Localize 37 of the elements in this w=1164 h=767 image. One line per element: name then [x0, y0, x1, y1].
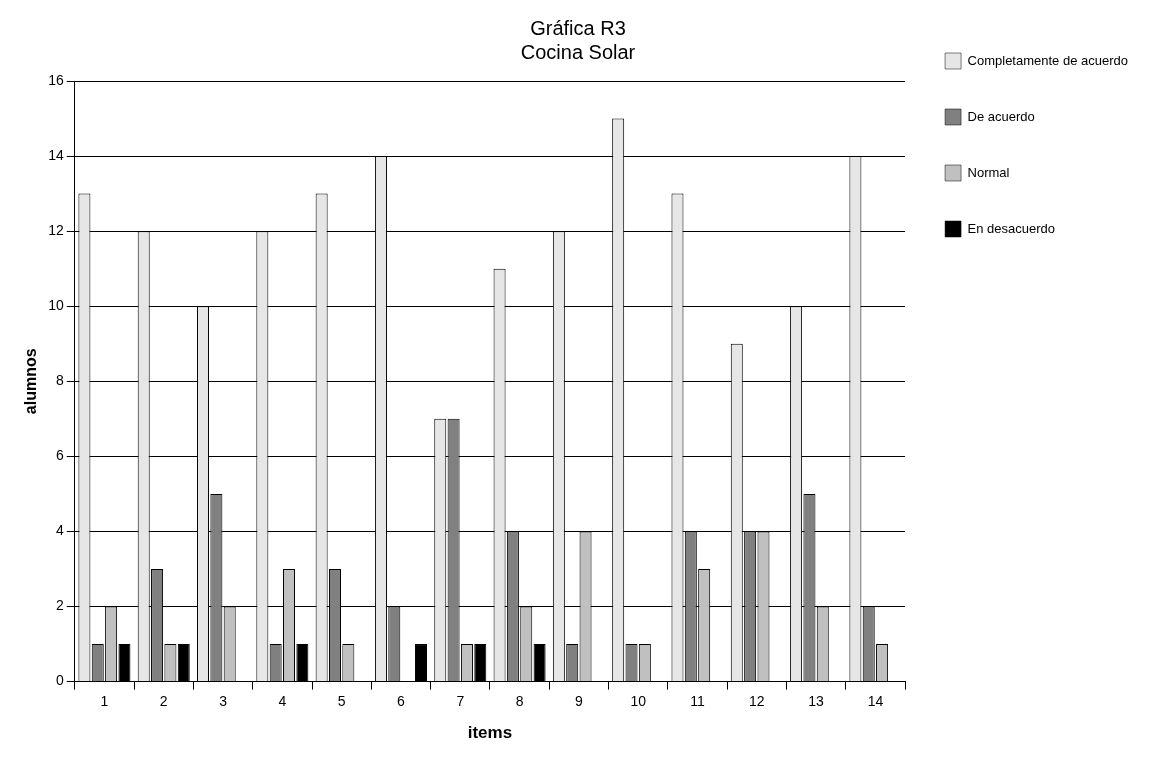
x-tick-label: 11 — [690, 693, 705, 710]
bar — [296, 644, 309, 682]
y-tick-label: 8 — [55, 372, 64, 389]
legend-label: De acuerdo — [967, 108, 1035, 124]
x-tick-label: 3 — [219, 693, 228, 710]
x-tick-label: 9 — [574, 693, 583, 710]
x-axis-title: items — [467, 723, 513, 743]
bar — [414, 644, 427, 682]
chart-title: Gráfica R3 — [530, 16, 626, 39]
bar — [533, 644, 546, 682]
y-tick-label: 12 — [48, 222, 64, 239]
chart-subtitle: Cocina Solar — [520, 40, 636, 63]
bar — [118, 644, 131, 682]
legend-label: Completamente de acuerdo — [967, 52, 1129, 68]
y-axis-title: alumnos — [22, 348, 40, 415]
y-tick-label: 14 — [48, 146, 64, 163]
x-tick-label: 2 — [159, 693, 168, 710]
x-tick-label: 13 — [808, 693, 825, 710]
bar — [474, 644, 487, 682]
legend-label: Normal — [967, 164, 1010, 180]
x-tick-label: 5 — [337, 693, 346, 710]
y-tick-label: 10 — [48, 297, 64, 314]
y-tick-label: 2 — [55, 597, 64, 614]
x-tick-label: 1 — [100, 693, 109, 710]
y-tick-label: 6 — [55, 447, 64, 464]
x-tick-label: 14 — [867, 693, 884, 710]
x-tick-label: 4 — [278, 693, 287, 710]
y-tick-label: 4 — [55, 522, 64, 539]
y-tick-label: 0 — [55, 672, 64, 689]
bar — [177, 644, 190, 682]
x-tick-label: 7 — [456, 693, 465, 710]
x-tick-label: 6 — [397, 693, 406, 710]
x-tick-label: 8 — [515, 693, 524, 710]
x-tick-label: 12 — [749, 693, 765, 710]
x-tick-label: 10 — [630, 693, 647, 710]
y-tick-label: 16 — [48, 71, 64, 88]
legend-label: En desacuerdo — [967, 220, 1056, 236]
